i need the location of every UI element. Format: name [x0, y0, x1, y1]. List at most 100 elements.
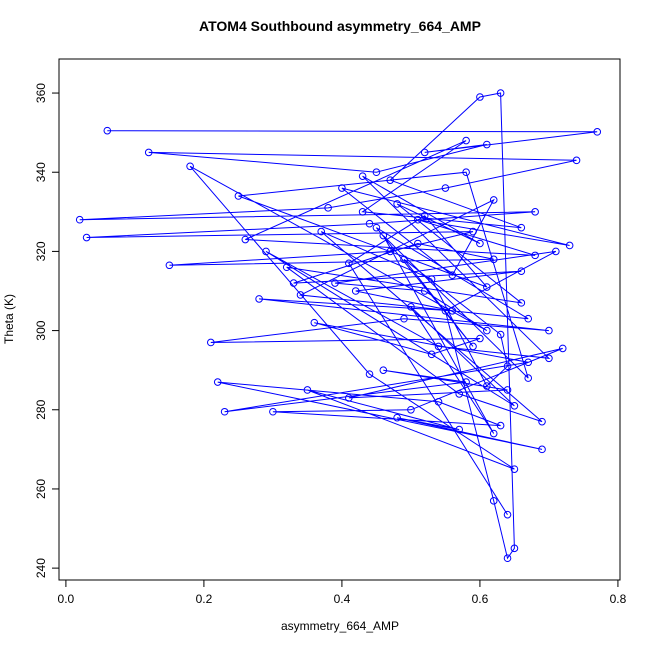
data-point — [572, 156, 581, 165]
y-tick-label: 240 — [34, 558, 48, 578]
data-point — [565, 241, 574, 250]
data-point — [476, 239, 484, 248]
data-point — [538, 417, 546, 426]
data-point — [538, 445, 546, 454]
data-point — [455, 425, 464, 434]
data-point — [462, 168, 470, 177]
data-point — [531, 251, 539, 260]
data-point — [407, 303, 415, 311]
series-line — [79, 92, 598, 560]
data-point — [234, 192, 243, 200]
data-point — [489, 196, 498, 204]
data-point — [455, 390, 464, 398]
data-point — [496, 421, 505, 430]
x-tick-label: 0.4 — [334, 592, 351, 606]
y-tick-label: 320 — [34, 241, 48, 261]
data-point — [345, 394, 353, 402]
data-point — [420, 148, 429, 157]
x-tick-label: 0.2 — [196, 592, 213, 606]
data-point — [503, 510, 512, 519]
data-point — [524, 374, 533, 382]
data-point — [524, 314, 533, 323]
data-point — [517, 223, 526, 232]
data-point — [393, 413, 401, 422]
data-point — [338, 184, 346, 192]
data-point — [558, 344, 567, 353]
data-point — [386, 247, 395, 256]
y-tick-label: 360 — [34, 83, 48, 103]
data-point — [476, 334, 484, 343]
x-tick-label: 0.0 — [58, 592, 75, 606]
data-point — [420, 287, 429, 295]
x-tick-label: 0.8 — [610, 592, 627, 606]
data-point — [448, 271, 457, 279]
data-point — [393, 200, 401, 208]
data-point — [82, 233, 91, 242]
data-point — [483, 382, 491, 390]
data-point — [289, 279, 298, 287]
data-point — [186, 162, 194, 171]
data-point — [296, 291, 305, 299]
data-point — [144, 148, 153, 157]
data-point — [207, 338, 215, 347]
data-point — [400, 314, 408, 323]
plot-box — [58, 58, 621, 581]
data-point — [379, 366, 388, 374]
data-point — [262, 247, 270, 256]
data-point — [441, 306, 450, 315]
data-point — [407, 405, 415, 414]
data-point — [427, 275, 436, 283]
data-point — [213, 378, 222, 386]
data-point — [365, 370, 374, 378]
data-point — [282, 263, 291, 272]
y-tick-label: 260 — [34, 479, 48, 499]
data-point — [255, 295, 263, 303]
y-tick-label: 280 — [34, 399, 48, 419]
data-point — [165, 261, 174, 270]
data-point — [496, 89, 505, 97]
x-tick-label: 0.6 — [472, 592, 489, 606]
data-point — [469, 227, 477, 236]
data-point — [489, 255, 498, 264]
data-point — [103, 126, 112, 135]
data-point — [462, 378, 470, 386]
data-point — [483, 140, 491, 149]
data-point — [489, 497, 498, 505]
data-point — [552, 247, 560, 256]
data-point — [524, 358, 533, 367]
data-point — [441, 184, 450, 192]
data-point — [358, 172, 367, 180]
data-point — [386, 176, 395, 184]
data-point — [414, 239, 422, 248]
data-point — [303, 386, 312, 394]
data-point — [469, 342, 477, 351]
data-point — [462, 136, 470, 145]
data-point — [400, 255, 408, 264]
data-point — [414, 215, 422, 224]
data-point — [510, 544, 519, 553]
data-point — [434, 398, 443, 406]
data-point — [75, 215, 84, 224]
data-point — [503, 554, 512, 563]
data-point — [545, 326, 553, 335]
data-point — [241, 235, 250, 244]
data-point — [503, 386, 512, 394]
data-point — [545, 354, 553, 363]
data-point — [220, 407, 229, 416]
data-point — [317, 227, 326, 236]
y-tick-label: 340 — [34, 162, 48, 182]
data-point — [503, 362, 512, 371]
data-point — [427, 350, 436, 359]
data-point — [510, 465, 519, 473]
data-point — [517, 267, 526, 276]
data-point — [365, 219, 374, 228]
data-point — [379, 231, 388, 240]
data-point — [351, 287, 360, 295]
data-point — [310, 318, 319, 327]
y-axis-label: Theta (K) — [2, 294, 16, 344]
data-point — [483, 283, 491, 291]
data-point — [510, 402, 519, 410]
data-point — [269, 407, 277, 416]
chart-title: ATOM4 Southbound asymmetry_664_AMP — [199, 18, 481, 34]
